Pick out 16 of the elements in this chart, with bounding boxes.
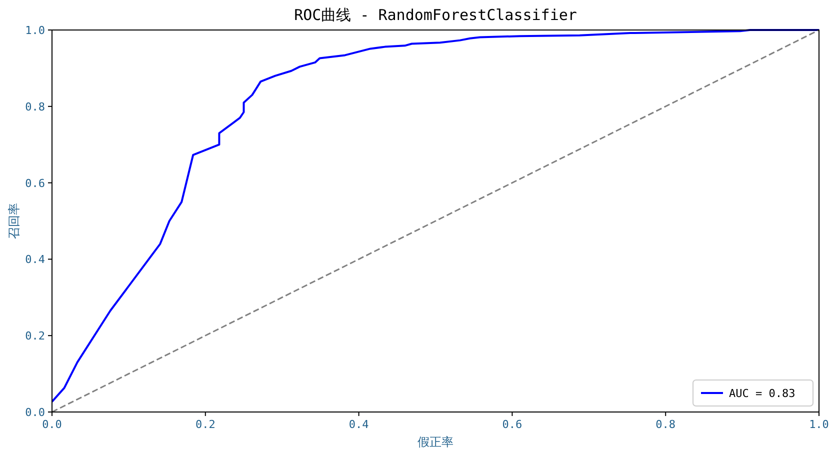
y-tick-label: 0.0	[25, 406, 45, 419]
x-tick-label: 1.0	[809, 418, 829, 431]
y-tick-label: 0.8	[25, 100, 45, 114]
y-tick-label: 0.6	[25, 176, 45, 190]
x-axis-title: 假正率	[418, 435, 454, 449]
x-tick-label: 0.2	[195, 418, 216, 431]
x-tick-label: 0.8	[656, 418, 676, 431]
y-axis-title: 召回率	[7, 203, 21, 239]
x-tick-label: 0.0	[42, 418, 62, 431]
x-tick-label: 0.4	[348, 418, 370, 431]
y-tick-label: 0.4	[25, 253, 46, 266]
y-tick-label: 1.0	[25, 24, 45, 37]
x-tick-label: 0.6	[502, 418, 522, 431]
chart-title: ROC曲线 - RandomForestClassifier	[294, 6, 577, 24]
legend-label: AUC = 0.83	[729, 387, 796, 400]
y-tick-label: 0.2	[25, 330, 45, 343]
